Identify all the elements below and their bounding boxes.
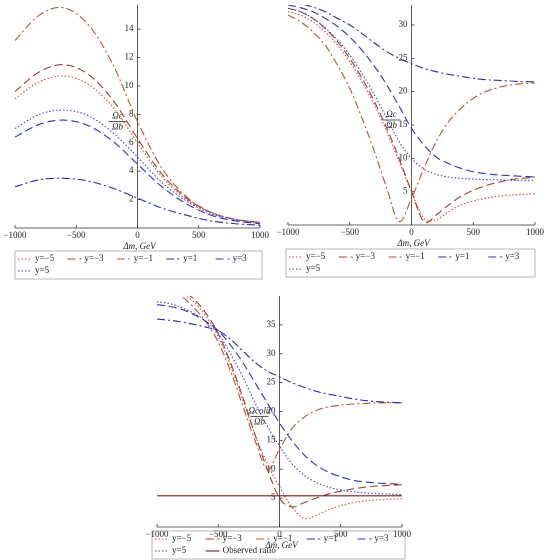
y-tick-label: 20 (399, 86, 409, 96)
x-tick-label: 1000 (251, 230, 270, 240)
plot-area (15, 6, 260, 226)
x-tick-label: −1000 (3, 230, 27, 240)
y-tick-label: 15 (399, 119, 409, 129)
y-tick-label: 8 (129, 108, 134, 118)
y-axis-label: Ωb (386, 120, 398, 130)
y-tick-label: 10 (267, 463, 277, 473)
legend-label: y=−1 (406, 251, 425, 261)
x-tick-label: −500 (67, 230, 86, 240)
x-axis-label: Δm, GeV (396, 238, 431, 248)
legend-label: y=1 (324, 533, 338, 543)
y-tick-label: 30 (399, 19, 409, 29)
x-tick-label: 0 (409, 227, 414, 237)
series-line (157, 301, 402, 496)
legend-label: y=1 (183, 253, 197, 263)
legend-label: y=−5 (35, 253, 55, 263)
legend-label: y=−3 (84, 253, 104, 263)
y-tick-label: 6 (129, 137, 134, 147)
x-axis-label: Δm, GeV (264, 540, 299, 550)
series-line (288, 5, 535, 178)
y-tick-label: 10 (399, 152, 409, 162)
legend-label: y=3 (233, 253, 248, 263)
series-line (15, 6, 260, 223)
plot-area (288, 5, 535, 224)
legend-box (285, 248, 536, 278)
x-tick-label: 500 (467, 227, 481, 237)
series-line (157, 304, 402, 485)
y-axis-label: Ωb (112, 122, 124, 132)
y-tick-label: 10 (125, 80, 135, 90)
series-line (288, 7, 535, 181)
series-line (288, 7, 535, 224)
series-line (288, 14, 535, 223)
y-axis-label: Ωcold (248, 406, 271, 416)
y-axis-label: Ωb (254, 417, 266, 427)
y-axis-label: Ωc (112, 111, 123, 121)
y-tick-label: 4 (129, 165, 134, 175)
legend-label: y=5 (306, 263, 321, 273)
legend-box (14, 250, 263, 280)
legend-label: y=−1 (273, 533, 292, 543)
y-axis-label: Ωc (386, 109, 397, 119)
legend-label: y=−3 (223, 533, 243, 543)
y-tick-label: 5 (403, 186, 408, 196)
legend-label: Observed ratio (223, 545, 277, 555)
legend-label: y=3 (374, 533, 389, 543)
legend-label: y=−5 (172, 533, 192, 543)
x-tick-label: 1000 (393, 529, 412, 539)
legend-label: y=−1 (134, 253, 153, 263)
series-line (180, 296, 402, 470)
y-tick-label: 15 (267, 434, 277, 444)
y-tick-label: 35 (267, 319, 277, 329)
y-tick-label: 12 (125, 52, 134, 62)
series-line (15, 75, 260, 223)
x-axis-label: Δm, GeV (122, 241, 157, 251)
x-tick-label: 500 (334, 529, 348, 539)
series-line (157, 318, 402, 404)
x-tick-label: −500 (209, 529, 228, 539)
legend-label: y=−3 (356, 251, 376, 261)
y-tick-label: 2 (129, 194, 134, 204)
x-tick-label: −500 (340, 227, 359, 237)
series-line (303, 5, 535, 83)
legend-label: y=−5 (306, 251, 326, 261)
y-tick-label: 14 (125, 23, 135, 33)
x-tick-label: 500 (192, 230, 206, 240)
plot-area (157, 296, 402, 520)
legend-label: y=3 (505, 251, 520, 261)
x-tick-label: −1000 (276, 227, 300, 237)
x-tick-label: 0 (135, 230, 140, 240)
series-line (15, 109, 260, 225)
legend-label: y=5 (172, 545, 187, 555)
y-tick-label: 25 (267, 377, 277, 387)
series-line (15, 177, 260, 226)
y-tick-label: 30 (267, 348, 277, 358)
x-tick-label: −1000 (145, 529, 169, 539)
x-tick-label: 0 (277, 529, 282, 539)
legend-label: y=1 (455, 251, 469, 261)
y-tick-label: 5 (271, 492, 276, 502)
series-line (189, 296, 402, 508)
x-tick-label: 1000 (526, 227, 545, 237)
legend-box (151, 530, 406, 560)
legend-label: y=5 (35, 265, 50, 275)
y-tick-label: 25 (399, 52, 409, 62)
